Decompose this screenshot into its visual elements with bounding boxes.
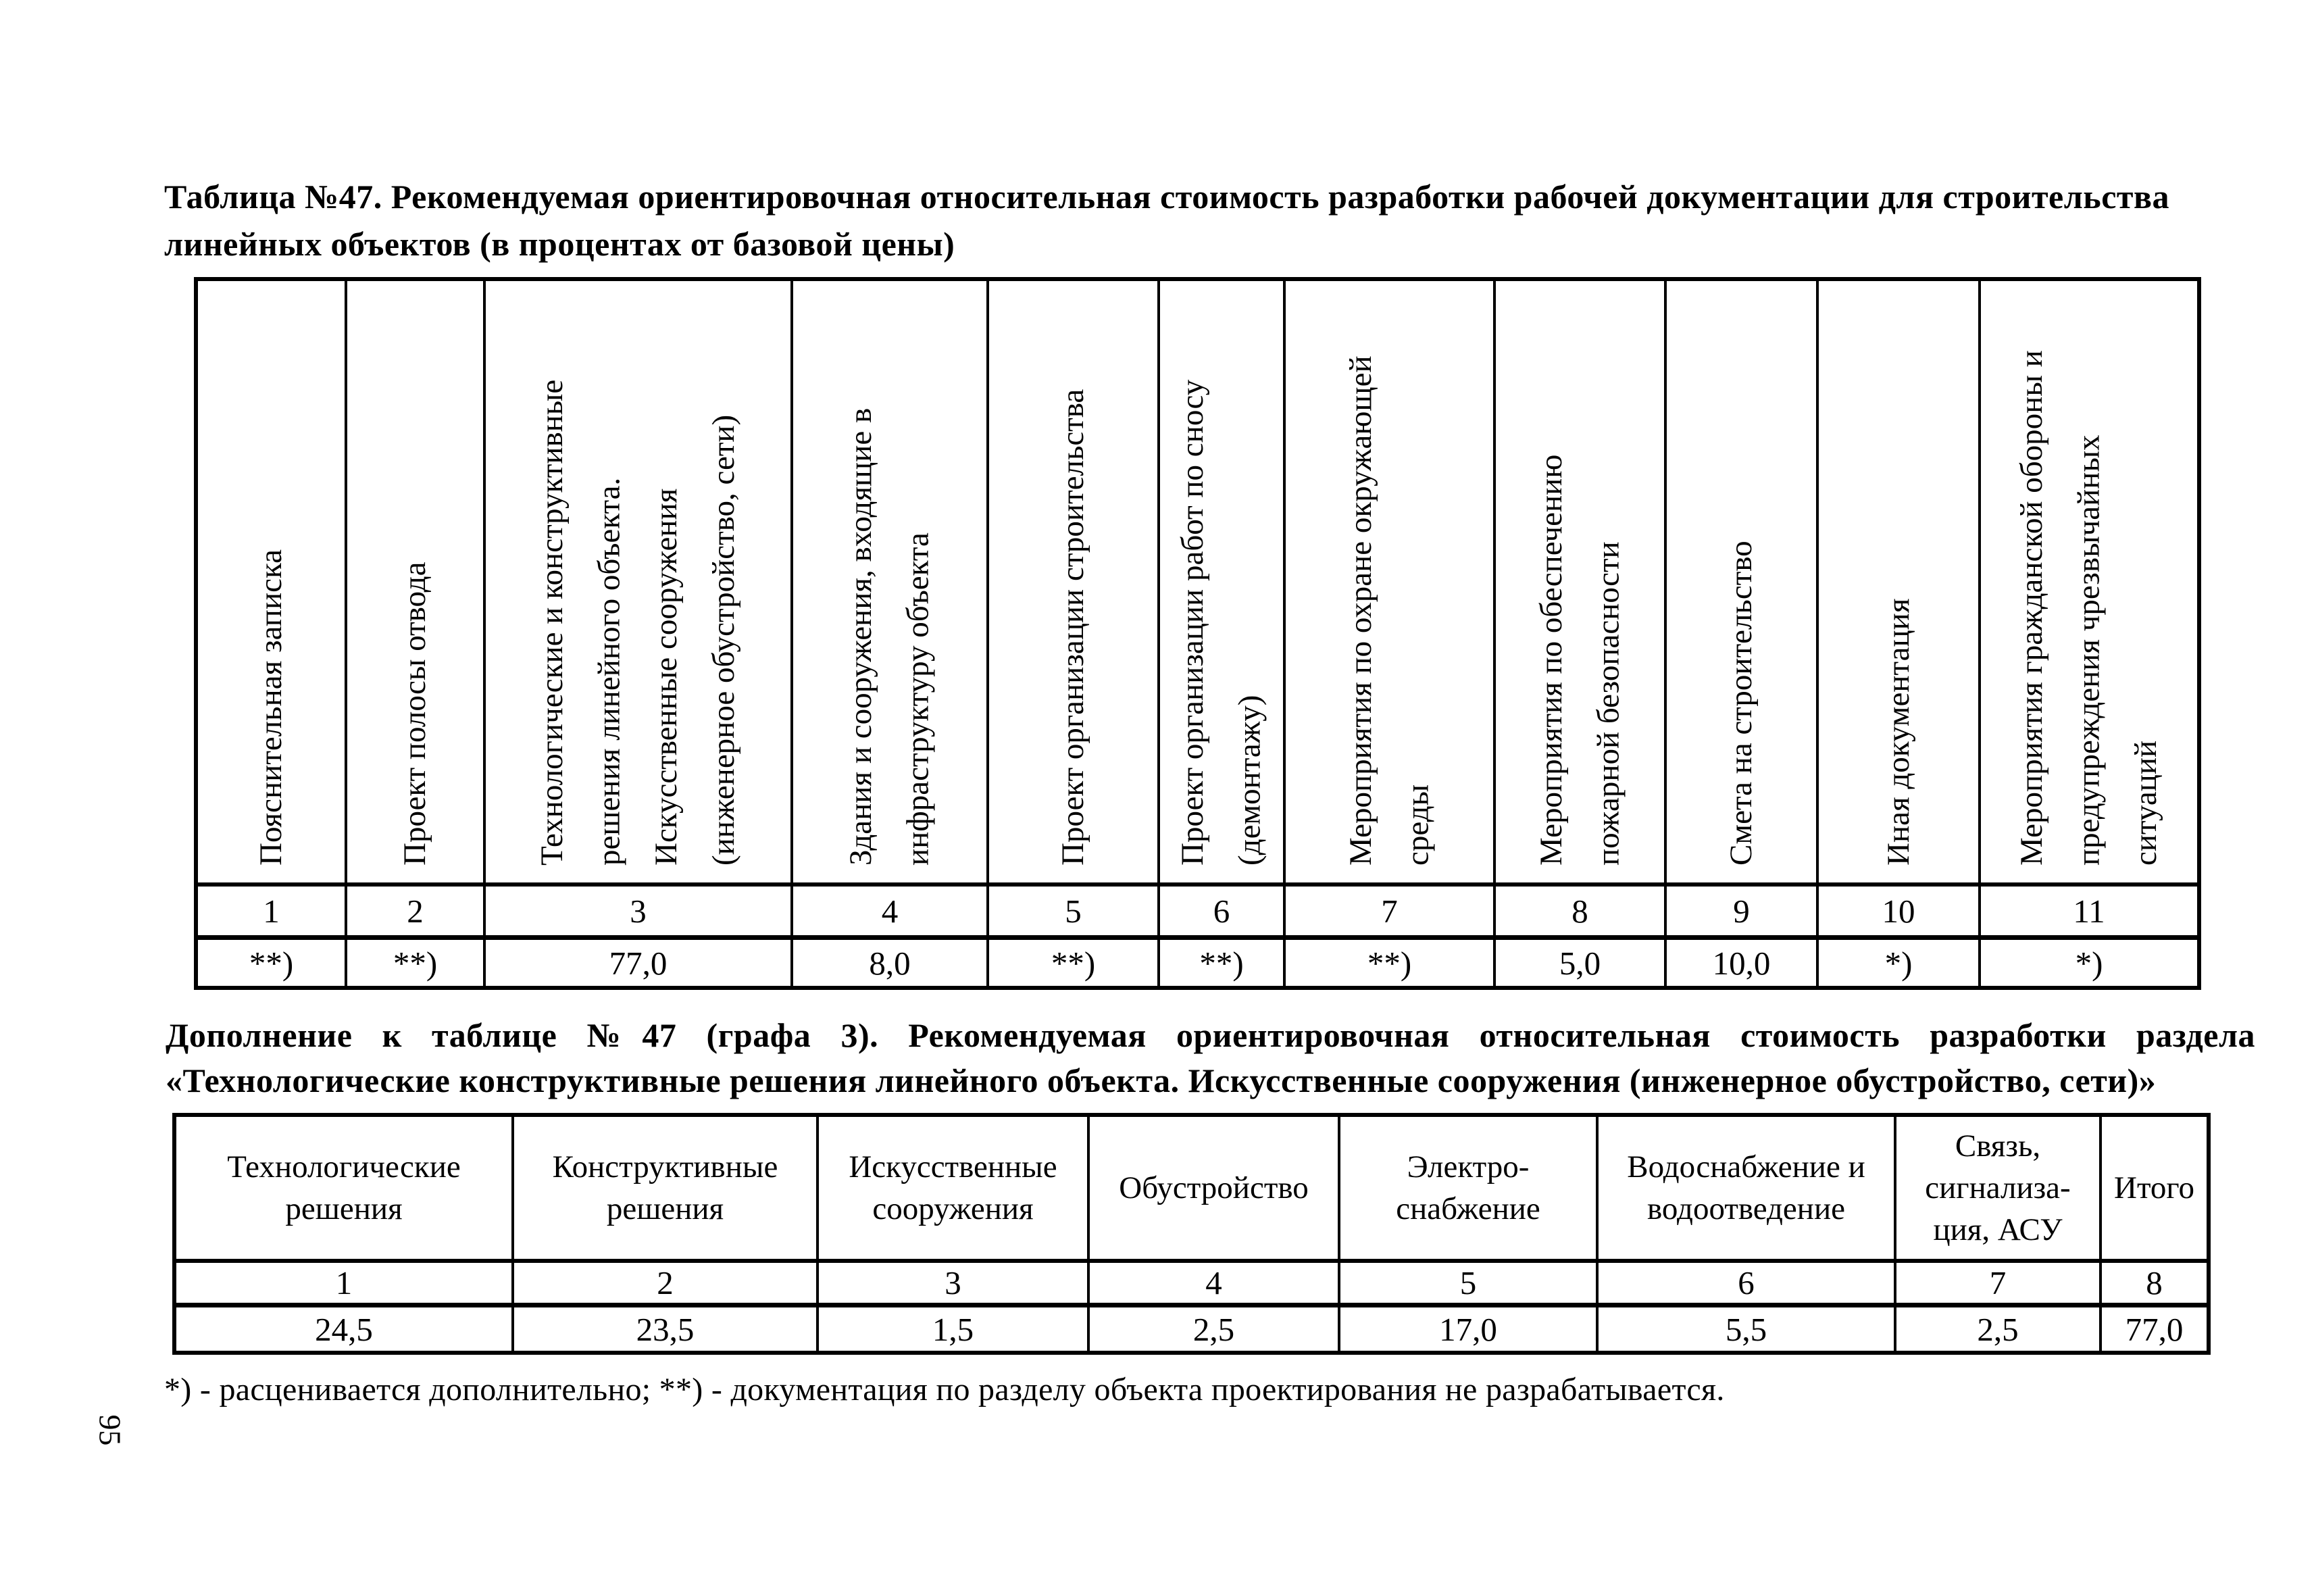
t1-value-cell: **) [1283,935,1496,989]
supplement-title: Дополнение к таблице №47 (графа 3). Реко… [166,1016,2255,1099]
t1-value-cell: **) [1157,935,1286,989]
t1-header-cell: Мероприятия гражданской обороны и предуп… [1978,278,2200,886]
supplement-header-row: Технологические решения Конструктивные р… [173,1113,2210,1263]
t2-value-cell: 23,5 [511,1303,819,1355]
t2-num-cell: 4 [1087,1259,1340,1307]
t2-num-cell: 7 [1894,1259,2102,1307]
t2-header-cell: Технологические решения [173,1113,514,1263]
t1-header-label: Технологические и конструктивные решения… [534,379,742,866]
table47-title: Таблица №47. Рекомендуемая ориентировочн… [164,178,2169,263]
t1-header-label: Проект полосы отвода [397,562,433,866]
page-content: Таблица №47. Рекомендуемая ориентировочн… [164,173,2255,1408]
t1-value-cell: 8,0 [790,935,989,989]
t2-value-cell: 24,5 [173,1303,514,1355]
t1-header-cell: Мероприятия по обеспечению пожарной безо… [1493,278,1667,886]
t1-header-cell: Проект организации работ по сносу (демон… [1157,278,1286,886]
t1-value-cell: 5,0 [1493,935,1667,989]
t1-header-cell: Проект организации строительства [986,278,1160,886]
t1-header-label: Проект организации строительства [1055,389,1091,866]
t2-value-cell: 77,0 [2099,1303,2210,1355]
t1-num-cell: 7 [1283,882,1496,939]
t1-value-cell: 10,0 [1664,935,1819,989]
t1-header-cell: Пояснительная записка [195,278,347,886]
t1-value-cell: *) [1816,935,1981,989]
table47: Пояснительная записка Проект полосы отво… [194,277,2201,990]
t2-value-cell: 17,0 [1338,1303,1599,1355]
t1-header-cell: Здания и сооружения, входящие в инфрастр… [790,278,989,886]
t1-num-cell: 2 [345,882,486,939]
t2-header-cell: Водоснабжение и водо­отведение [1596,1113,1896,1263]
t1-num-cell: 3 [483,882,793,939]
t1-header-label: Иная документация [1880,598,1916,866]
t1-value-cell: **) [986,935,1160,989]
t1-header-label: Мероприятия гражданской обороны и предуп… [2014,350,2164,866]
t1-header-cell: Технологические и конструктивные решения… [483,278,793,886]
supplement-number-row: 1 2 3 4 5 6 7 8 [173,1259,2210,1307]
table47-header-row: Пояснительная записка Проект полосы отво… [195,278,2200,886]
t2-header-cell: Итого [2099,1113,2210,1263]
table47-supplement: Технологические решения Конструктивные р… [172,1113,2211,1355]
t1-num-cell: 9 [1664,882,1819,939]
t2-header-cell: Искусственные сооружения [816,1113,1090,1263]
t1-header-label: Пояснительная записка [253,549,289,866]
t2-value-cell: 2,5 [1894,1303,2102,1355]
t1-header-cell: Иная документация [1816,278,1981,886]
t2-header-cell: Обустройство [1087,1113,1340,1263]
t1-header-label: Смета на строительство [1724,541,1759,866]
t1-header-cell: Мероприятия по охране окружающей среды [1283,278,1496,886]
t2-value-cell: 1,5 [816,1303,1090,1355]
supplement-value-row: 24,5 23,5 1,5 2,5 17,0 5,5 2,5 77,0 [173,1303,2210,1355]
t2-num-cell: 2 [511,1259,819,1307]
t2-header-cell: Конструктивные решения [511,1113,819,1263]
t2-num-cell: 5 [1338,1259,1599,1307]
t2-num-cell: 8 [2099,1259,2210,1307]
t1-value-cell: 77,0 [483,935,793,989]
t1-header-label: Мероприятия по обеспечению пожарной безо… [1533,454,1626,866]
t1-num-cell: 5 [986,882,1160,939]
t1-header-label: Здания и сооружения, входящие в инфрастр… [843,407,936,866]
t1-header-cell: Смета на строительство [1664,278,1819,886]
t1-value-cell: *) [1978,935,2200,989]
t1-num-cell: 6 [1157,882,1286,939]
page-number: 95 [93,1414,128,1446]
t1-header-cell: Проект полосы отвода [345,278,486,886]
t1-num-cell: 8 [1493,882,1667,939]
footnote: *) - расценивается дополнительно; **) - … [164,1372,1725,1408]
table47-value-row: **) **) 77,0 8,0 **) **) **) 5,0 10,0 *)… [195,935,2200,989]
t1-header-label: Мероприятия по охране окружающей среды [1342,355,1436,866]
t2-header-cell: Электро­снабжение [1338,1113,1599,1263]
t1-num-cell: 1 [195,882,347,939]
t2-num-cell: 6 [1596,1259,1896,1307]
t1-num-cell: 10 [1816,882,1981,939]
t1-value-cell: **) [345,935,486,989]
t2-num-cell: 3 [816,1259,1090,1307]
t2-value-cell: 2,5 [1087,1303,1340,1355]
t1-num-cell: 4 [790,882,989,939]
t2-header-cell: Связь, сигнализа­ция, АСУ [1894,1113,2102,1263]
t1-header-label: Проект организации работ по сносу (демон… [1175,379,1267,866]
t1-value-cell: **) [195,935,347,989]
t2-value-cell: 5,5 [1596,1303,1896,1355]
t2-num-cell: 1 [173,1259,514,1307]
table47-number-row: 1 2 3 4 5 6 7 8 9 10 11 [195,882,2200,939]
t1-num-cell: 11 [1978,882,2200,939]
